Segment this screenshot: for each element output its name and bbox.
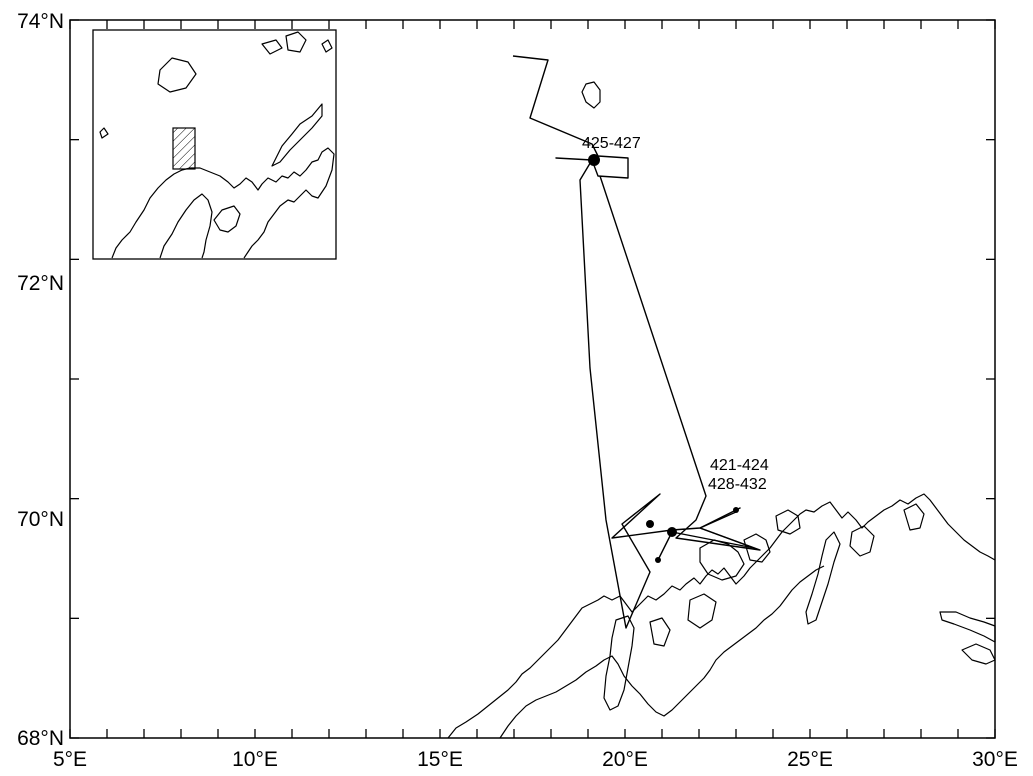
station-label: 421-424 [710, 457, 769, 474]
x-tick-labels: 5°E 10°E 15°E 20°E 25°E 30°E [53, 748, 1018, 771]
station-marker [667, 527, 677, 537]
y-tick-label: 68°N [17, 727, 64, 750]
island [805, 531, 841, 625]
x-tick-label: 25°E [787, 748, 833, 771]
study-area-box [172, 127, 196, 170]
inset-coastline [159, 193, 213, 259]
x-tick-label: 5°E [53, 748, 87, 771]
island [581, 81, 601, 109]
x-tick-label: 15°E [417, 748, 463, 771]
inset-frame [92, 29, 337, 260]
y-tick-label: 74°N [17, 10, 64, 33]
island [775, 509, 801, 535]
norway-coast [499, 565, 825, 739]
island [849, 525, 875, 557]
ship-track [512, 55, 761, 629]
island [603, 615, 635, 711]
station-label: 425-427 [582, 135, 641, 152]
island [649, 617, 671, 647]
y-tick-label: 70°N [17, 508, 64, 531]
x-tick-label: 10°E [232, 748, 278, 771]
y-tick-label: 72°N [17, 272, 64, 295]
inset-coastline [213, 205, 241, 233]
island [939, 611, 996, 643]
station-marker [655, 557, 661, 563]
inset-island [99, 127, 109, 139]
axis-ticks [69, 19, 996, 739]
island [687, 593, 717, 629]
inset-island [261, 39, 283, 55]
inset-island [271, 103, 323, 167]
coastline [447, 81, 996, 739]
norway-coast [447, 493, 996, 739]
inset-island [157, 57, 197, 93]
inset-island [321, 39, 333, 53]
island [903, 503, 925, 531]
station-marker [646, 520, 654, 528]
x-tick-label: 30°E [972, 748, 1018, 771]
inset-island [285, 31, 307, 53]
island [743, 533, 771, 563]
y-tick-labels: 68°N 70°N 72°N 74°N [17, 10, 64, 750]
island [699, 539, 745, 581]
station-label: 428-432 [708, 476, 767, 493]
inset-map [92, 29, 337, 260]
x-tick-label: 20°E [602, 748, 648, 771]
island [961, 643, 996, 665]
track-line [657, 511, 755, 561]
station-marker [733, 507, 739, 513]
station-marker [588, 154, 600, 166]
inset-coastline [111, 147, 335, 259]
